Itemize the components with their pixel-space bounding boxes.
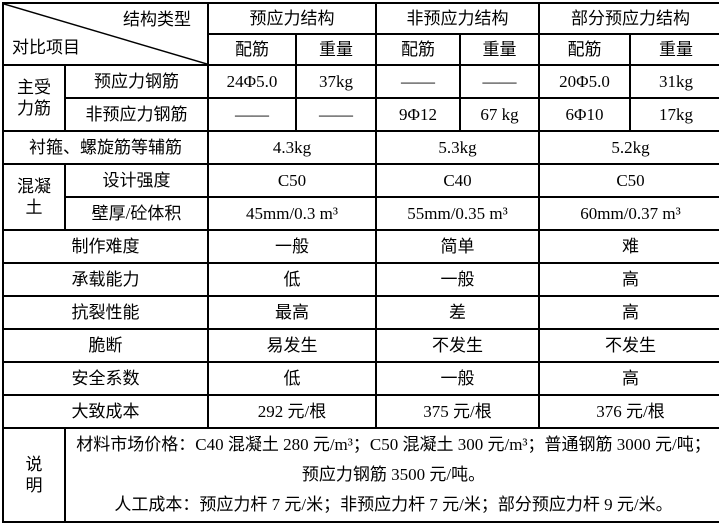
notes-line-material-prices: 材料市场价格：C40 混凝土 280 元/m³；C50 混凝土 300 元/m³… — [76, 435, 711, 484]
value-cell: 9Φ12 — [375, 97, 461, 132]
value-cell: 6Φ10 — [538, 97, 631, 132]
value-cell: 一般 — [375, 361, 540, 396]
value-cell: C50 — [207, 163, 377, 198]
row-label-production-difficulty: 制作难度 — [2, 229, 209, 264]
value-cell: 24Φ5.0 — [207, 64, 297, 99]
value-cell: —— — [295, 97, 377, 132]
subcolumn-header-weight: 重量 — [459, 33, 540, 66]
diagonal-divider-line — [4, 4, 207, 64]
value-cell: 难 — [538, 229, 719, 264]
value-cell: C50 — [538, 163, 719, 198]
value-cell: 20Φ5.0 — [538, 64, 631, 99]
subcolumn-header-reinforcement: 配筋 — [375, 33, 461, 66]
subcolumn-header-reinforcement: 配筋 — [207, 33, 297, 66]
row-label-approximate-cost: 大致成本 — [2, 394, 209, 429]
value-cell: 31kg — [629, 64, 719, 99]
column-group-partially-prestressed: 部分预应力结构 — [538, 2, 719, 35]
row-label-brittle-fracture: 脆断 — [2, 328, 209, 363]
value-cell: 最高 — [207, 295, 377, 330]
value-cell: 67 kg — [459, 97, 540, 132]
value-cell: 292 元/根 — [207, 394, 377, 429]
value-cell: 17kg — [629, 97, 719, 132]
value-cell: 不发生 — [375, 328, 540, 363]
value-cell: 易发生 — [207, 328, 377, 363]
value-cell: 低 — [207, 262, 377, 297]
subcolumn-header-weight: 重量 — [629, 33, 719, 66]
subcolumn-header-weight: 重量 — [295, 33, 377, 66]
value-cell: 一般 — [375, 262, 540, 297]
value-cell: —— — [375, 64, 461, 99]
notes-label: 说 明 — [2, 427, 66, 523]
value-cell: C40 — [375, 163, 540, 198]
subcolumn-header-reinforcement: 配筋 — [538, 33, 631, 66]
value-cell: 一般 — [207, 229, 377, 264]
corner-structure-type-label: 结构类型 — [123, 10, 191, 29]
row-group-concrete: 混凝 土 — [2, 163, 66, 231]
notes-text: 材料市场价格：C40 混凝土 280 元/m³；C50 混凝土 300 元/m³… — [64, 427, 719, 523]
value-cell: 5.2kg — [538, 130, 719, 165]
value-cell: 37kg — [295, 64, 377, 99]
value-cell: 高 — [538, 262, 719, 297]
column-group-prestressed: 预应力结构 — [207, 2, 377, 35]
value-cell: 376 元/根 — [538, 394, 719, 429]
value-cell: 低 — [207, 361, 377, 396]
value-cell: 45mm/0.3 m³ — [207, 196, 377, 231]
value-cell: 60mm/0.37 m³ — [538, 196, 719, 231]
row-label: 设计强度 — [64, 163, 209, 198]
column-group-non-prestressed: 非预应力结构 — [375, 2, 540, 35]
corner-header-cell: 结构类型 对比项目 — [2, 2, 209, 66]
value-cell: 高 — [538, 361, 719, 396]
notes-line-labor-costs: 人工成本：预应力杆 7 元/米；非预应力杆 7 元/米；部分预应力杆 9 元/米… — [114, 495, 673, 514]
row-label: 预应力钢筋 — [64, 64, 209, 99]
value-cell: —— — [459, 64, 540, 99]
row-label-safety-factor: 安全系数 — [2, 361, 209, 396]
value-cell: 375 元/根 — [375, 394, 540, 429]
value-cell: 简单 — [375, 229, 540, 264]
row-label-auxiliary-rebar: 衬箍、螺旋筋等辅筋 — [2, 130, 209, 165]
corner-comparison-items-label: 对比项目 — [12, 37, 80, 57]
row-label: 壁厚/砼体积 — [64, 196, 209, 231]
value-cell: 55mm/0.35 m³ — [375, 196, 540, 231]
row-label: 非预应力钢筋 — [64, 97, 209, 132]
row-group-main-rebar: 主受 力筋 — [2, 64, 66, 132]
row-label-bearing-capacity: 承载能力 — [2, 262, 209, 297]
value-cell: 5.3kg — [375, 130, 540, 165]
value-cell: —— — [207, 97, 297, 132]
value-cell: 高 — [538, 295, 719, 330]
row-label-crack-resistance: 抗裂性能 — [2, 295, 209, 330]
value-cell: 不发生 — [538, 328, 719, 363]
value-cell: 差 — [375, 295, 540, 330]
value-cell: 4.3kg — [207, 130, 377, 165]
